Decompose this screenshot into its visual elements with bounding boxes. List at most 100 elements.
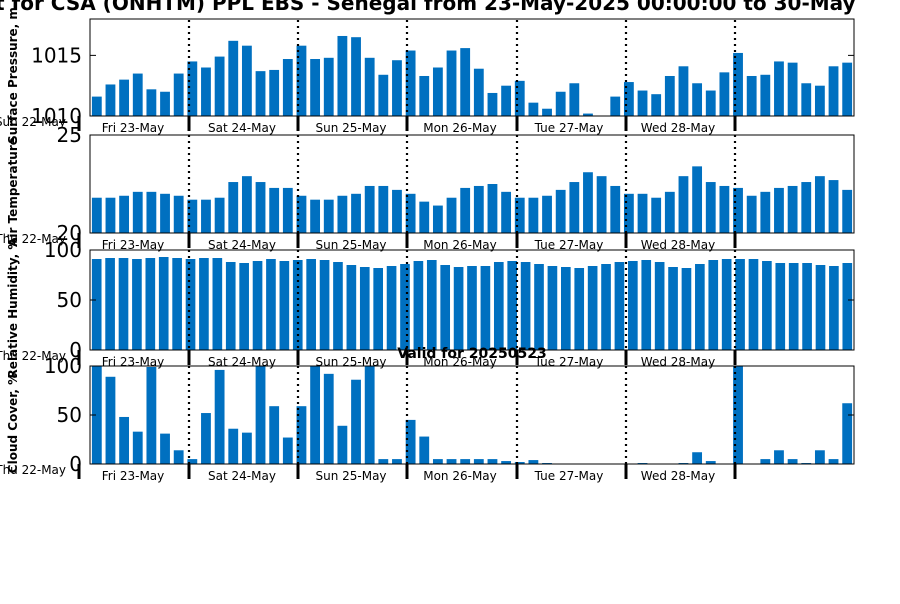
bar [555,189,566,233]
bar [187,459,198,464]
x-tick-label: Sun 25-May [315,121,386,135]
bar [487,184,498,233]
bar [419,436,430,464]
y-axis-label: Relative Humidity, % [6,238,20,379]
bar [214,197,225,233]
x-tick-label: Mon 26-May [423,469,497,483]
bar [173,450,184,464]
x-tick-label: Tue 27-May [534,121,604,135]
bar [735,259,745,350]
bar [487,92,498,116]
x-tick-label: Mon 26-May [423,121,497,135]
x-tick-label: Thu 22-May [0,463,66,477]
y-tick-label: 50 [57,288,82,312]
bar [514,197,525,233]
bar [801,182,812,233]
x-tick-label: Wed 28-May [641,355,715,369]
y-tick-label: 100 [44,238,82,262]
y-tick-label: 1015 [31,43,82,67]
bar [351,193,361,233]
bar [146,89,157,116]
bar [228,40,239,116]
bar [146,191,157,233]
bar [614,262,625,350]
y-tick-label: 1010 [31,104,82,128]
bar [296,195,307,233]
x-tick-label: Thu 22-May [0,349,66,363]
bar [333,262,343,350]
bar [654,262,665,350]
bar [507,261,518,350]
x-tick-label: Sat 24-May [208,355,276,369]
x-tick-label: Sat 24-May [208,469,276,483]
bar [160,433,170,464]
bar [405,193,416,233]
bar [651,197,662,233]
bar [214,369,225,464]
bar [187,61,198,116]
bar [623,82,634,116]
x-tick-label: Wed 28-May [641,238,715,252]
bar [337,425,348,464]
bar [733,366,743,464]
bar [282,437,293,464]
bar [733,52,743,116]
bar [487,459,498,464]
bar [842,62,853,116]
bar [405,419,416,464]
bar [733,187,743,233]
bar [306,259,316,350]
bar [105,376,116,464]
bar [310,199,321,233]
bar [746,195,757,233]
bar [692,166,703,233]
bar [678,176,689,233]
bar [279,261,290,350]
bar [473,185,484,233]
bar [493,262,504,350]
bar [708,260,719,350]
bar [310,59,321,116]
bar [801,83,812,116]
bar [460,187,471,233]
bar [446,459,457,464]
bar [392,459,402,464]
bar [146,366,157,464]
bar [802,263,812,350]
bar [255,71,266,116]
bar [145,258,156,350]
bar [359,267,370,350]
bar [405,50,416,116]
bar [392,189,402,233]
x-tick-label: Fri 23-May [102,121,165,135]
bar [132,191,143,233]
bar [214,56,225,116]
bar [91,197,102,233]
bar [460,459,471,464]
bar [351,37,361,116]
bar [480,266,491,350]
bar [828,180,839,233]
bar [664,75,675,116]
bar [132,73,143,116]
bar [172,258,182,350]
bar [815,265,826,350]
bar [681,268,692,350]
bar [555,91,566,116]
bar [528,102,539,116]
bar [296,406,307,464]
bar [199,258,209,350]
bar [400,264,410,350]
panel-title: Valid for 20250523 [397,346,546,362]
bar [514,80,525,116]
bar [695,264,705,350]
bar [446,50,457,116]
bar [547,266,558,350]
bar [828,459,839,464]
bar [774,61,784,116]
bar [814,450,825,464]
bar [252,261,263,350]
bar [637,90,648,116]
